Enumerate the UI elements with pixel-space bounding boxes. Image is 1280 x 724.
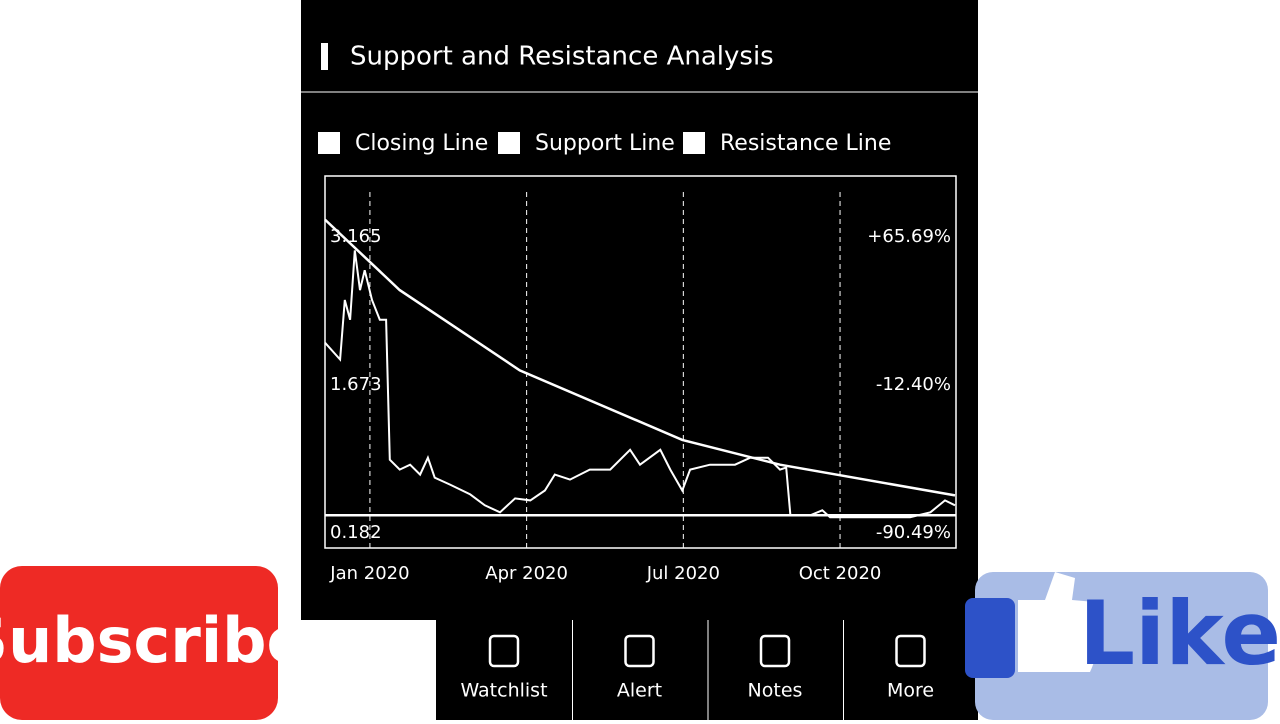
legend-swatch xyxy=(498,132,520,154)
nav-home[interactable] xyxy=(301,620,436,720)
y-tick-label: 1.673 xyxy=(330,374,382,395)
nav-icon[interactable] xyxy=(488,634,520,668)
x-tick-label: Apr 2020 xyxy=(485,563,568,584)
y2-tick-label: -90.49% xyxy=(876,522,951,543)
title: Support and Resistance Analysis xyxy=(350,42,774,72)
nav-label[interactable]: Notes xyxy=(748,680,803,702)
subscribe-bg xyxy=(0,566,278,720)
legend-label: Support Line xyxy=(535,131,675,156)
nav-tabs: Watchlist Alert Notes More xyxy=(460,620,934,720)
subscribe-badge[interactable]: Subscribe xyxy=(0,566,309,720)
nav-icon[interactable] xyxy=(624,634,655,668)
plot: Jan 2020 Apr 2020 Jul 2020 Oct 2020 3.165 1.6… xyxy=(324,192,956,584)
legend-swatch xyxy=(318,132,340,154)
legend-label: Closing Line xyxy=(355,131,488,156)
thumb-cuff xyxy=(965,598,1015,678)
like-badge[interactable]: Like xyxy=(965,572,1280,720)
thumb xyxy=(1018,572,1099,672)
y2-tick-label: -12.40% xyxy=(876,374,951,395)
nav-label[interactable]: Watchlist xyxy=(460,680,547,702)
x-tick-label: Oct 2020 xyxy=(799,563,882,584)
x-tick-label: Jan 2020 xyxy=(329,563,409,584)
y2-tick-label: +65.69% xyxy=(867,226,951,247)
nav-icon[interactable] xyxy=(895,634,926,668)
legend-swatch xyxy=(683,132,705,154)
nav-icon[interactable] xyxy=(759,634,791,668)
title-marker xyxy=(321,43,328,70)
plot-frame xyxy=(324,175,957,549)
nav-label[interactable]: More xyxy=(887,680,934,702)
y-tick-label: 0.182 xyxy=(330,522,382,543)
legend-label: Resistance Line xyxy=(720,131,891,156)
x-tick-label: Jul 2020 xyxy=(646,563,720,584)
like-text: Like xyxy=(1079,582,1280,685)
y-tick-label: 3.165 xyxy=(330,226,382,247)
subscribe-text: Subscribe xyxy=(0,604,309,677)
nav-label[interactable]: Alert xyxy=(617,680,662,702)
legend: Closing Line Support Line Resistance Line xyxy=(318,131,891,156)
series-line xyxy=(324,218,956,497)
